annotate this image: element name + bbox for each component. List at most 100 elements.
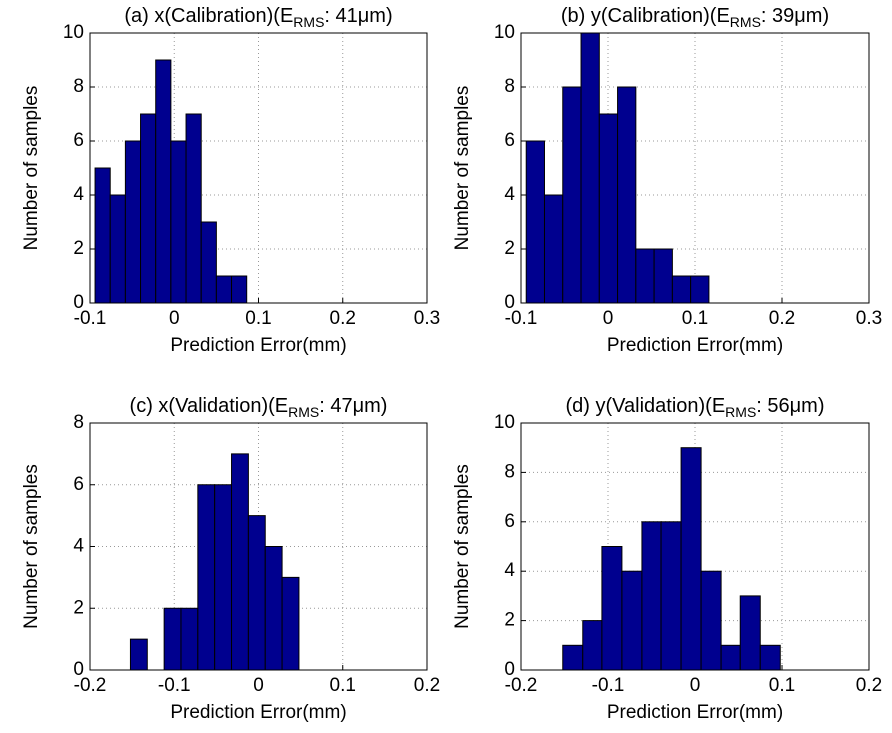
title-rest: : 39μm) — [761, 5, 829, 27]
y-tick-label: 2 — [73, 238, 84, 259]
bar — [247, 515, 266, 671]
y-tick-label: 8 — [504, 461, 515, 482]
bar — [231, 275, 248, 304]
y-axis-label: Number of samples — [21, 464, 42, 629]
chart-title: (d) y(Validation)(ERMS: 56μm) — [565, 395, 824, 419]
title-main: (b) y(Calibration)(E — [561, 5, 730, 27]
y-tick-label: 0 — [504, 292, 515, 313]
y-tick-label: 4 — [504, 560, 515, 581]
bar — [525, 140, 545, 304]
y-tick-label: 6 — [73, 474, 84, 495]
title-rest: : 56μm) — [756, 395, 824, 417]
bar — [170, 140, 187, 304]
plot-frame — [520, 422, 870, 671]
y-axis-label: Number of samples — [21, 86, 42, 251]
bar — [660, 521, 682, 671]
x-tick-label: 0.1 — [330, 675, 356, 696]
bar — [562, 86, 582, 304]
bar — [231, 453, 249, 671]
chart-title: (b) y(Calibration)(ERMS: 39μm) — [561, 5, 829, 29]
title-main: (a) x(Calibration)(E — [124, 5, 293, 27]
y-tick-label: 4 — [73, 184, 84, 205]
bar — [180, 607, 199, 671]
bar — [129, 638, 148, 671]
bar — [598, 113, 619, 304]
bar — [109, 194, 126, 304]
bar — [621, 570, 643, 671]
bar — [124, 140, 142, 304]
bar — [215, 275, 233, 304]
x-tick-label: -0.1 — [505, 308, 538, 329]
y-tick-label: 6 — [73, 130, 84, 151]
x-axis-label: Prediction Error(mm) — [170, 702, 346, 723]
bar — [680, 447, 702, 671]
y-tick-label: 4 — [504, 184, 515, 205]
bar — [671, 275, 692, 304]
plot-frame — [520, 32, 870, 304]
x-tick-label: -0.1 — [592, 675, 625, 696]
y-tick-label: 8 — [504, 76, 515, 97]
x-tick-label: 0.2 — [330, 308, 356, 329]
x-tick-label: -0.1 — [158, 675, 191, 696]
bar — [759, 644, 781, 671]
x-axis-label: Prediction Error(mm) — [607, 335, 783, 356]
x-tick-label: 0 — [603, 308, 614, 329]
x-tick-label: 0 — [253, 675, 264, 696]
x-tick-label: 0.3 — [856, 308, 882, 329]
x-tick-label: -0.2 — [505, 675, 538, 696]
chart-title: (a) x(Calibration)(ERMS: 41μm) — [124, 5, 392, 29]
chart-title: (c) x(Validation)(ERMS: 47μm) — [130, 395, 388, 419]
y-tick-label: 0 — [73, 659, 84, 680]
x-tick-label: 0 — [690, 675, 701, 696]
bar — [700, 570, 722, 671]
bar — [94, 167, 111, 304]
bar — [580, 32, 600, 304]
y-tick-label: 6 — [504, 511, 515, 532]
bar — [720, 644, 741, 671]
bar — [281, 576, 300, 671]
y-tick-label: 2 — [504, 238, 515, 259]
x-tick-label: 0.2 — [856, 675, 882, 696]
bar — [155, 59, 172, 304]
y-tick-label: 0 — [73, 292, 84, 313]
y-tick-label: 8 — [73, 76, 84, 97]
title-rest: : 47μm) — [319, 395, 387, 417]
y-tick-label: 2 — [73, 597, 84, 618]
y-tick-label: 6 — [504, 130, 515, 151]
y-axis-label: Number of samples — [452, 86, 473, 251]
bar — [601, 546, 623, 671]
title-sub: RMS — [288, 404, 319, 420]
title-main: (c) x(Validation)(E — [130, 395, 289, 417]
title-sub: RMS — [730, 14, 761, 30]
plot-frame — [89, 32, 428, 304]
x-tick-label: 0.2 — [414, 675, 440, 696]
x-tick-label: 0.2 — [769, 308, 795, 329]
bar — [641, 521, 662, 671]
bar — [185, 113, 202, 304]
plot-frame — [89, 422, 428, 671]
y-tick-label: 4 — [73, 536, 84, 557]
title-sub: RMS — [725, 404, 756, 420]
y-tick-label: 10 — [494, 22, 515, 43]
x-axis-label: Prediction Error(mm) — [170, 335, 346, 356]
x-tick-label: -0.1 — [74, 308, 107, 329]
bar — [617, 86, 637, 304]
title-sub: RMS — [293, 14, 324, 30]
x-tick-label: 0.1 — [682, 308, 708, 329]
x-tick-label: 0.1 — [769, 675, 795, 696]
bar — [197, 484, 216, 671]
title-main: (d) y(Validation)(E — [565, 395, 725, 417]
y-axis-label: Number of samples — [452, 464, 473, 629]
bar — [653, 248, 673, 304]
x-tick-label: 0.3 — [414, 308, 440, 329]
x-tick-label: 0.1 — [245, 308, 271, 329]
bar — [739, 595, 761, 671]
bar — [562, 644, 584, 671]
bar — [163, 607, 182, 671]
bar — [582, 620, 603, 671]
y-tick-label: 10 — [494, 412, 515, 433]
bar — [690, 275, 710, 304]
title-rest: : 41μm) — [324, 5, 392, 27]
bar — [543, 194, 564, 304]
